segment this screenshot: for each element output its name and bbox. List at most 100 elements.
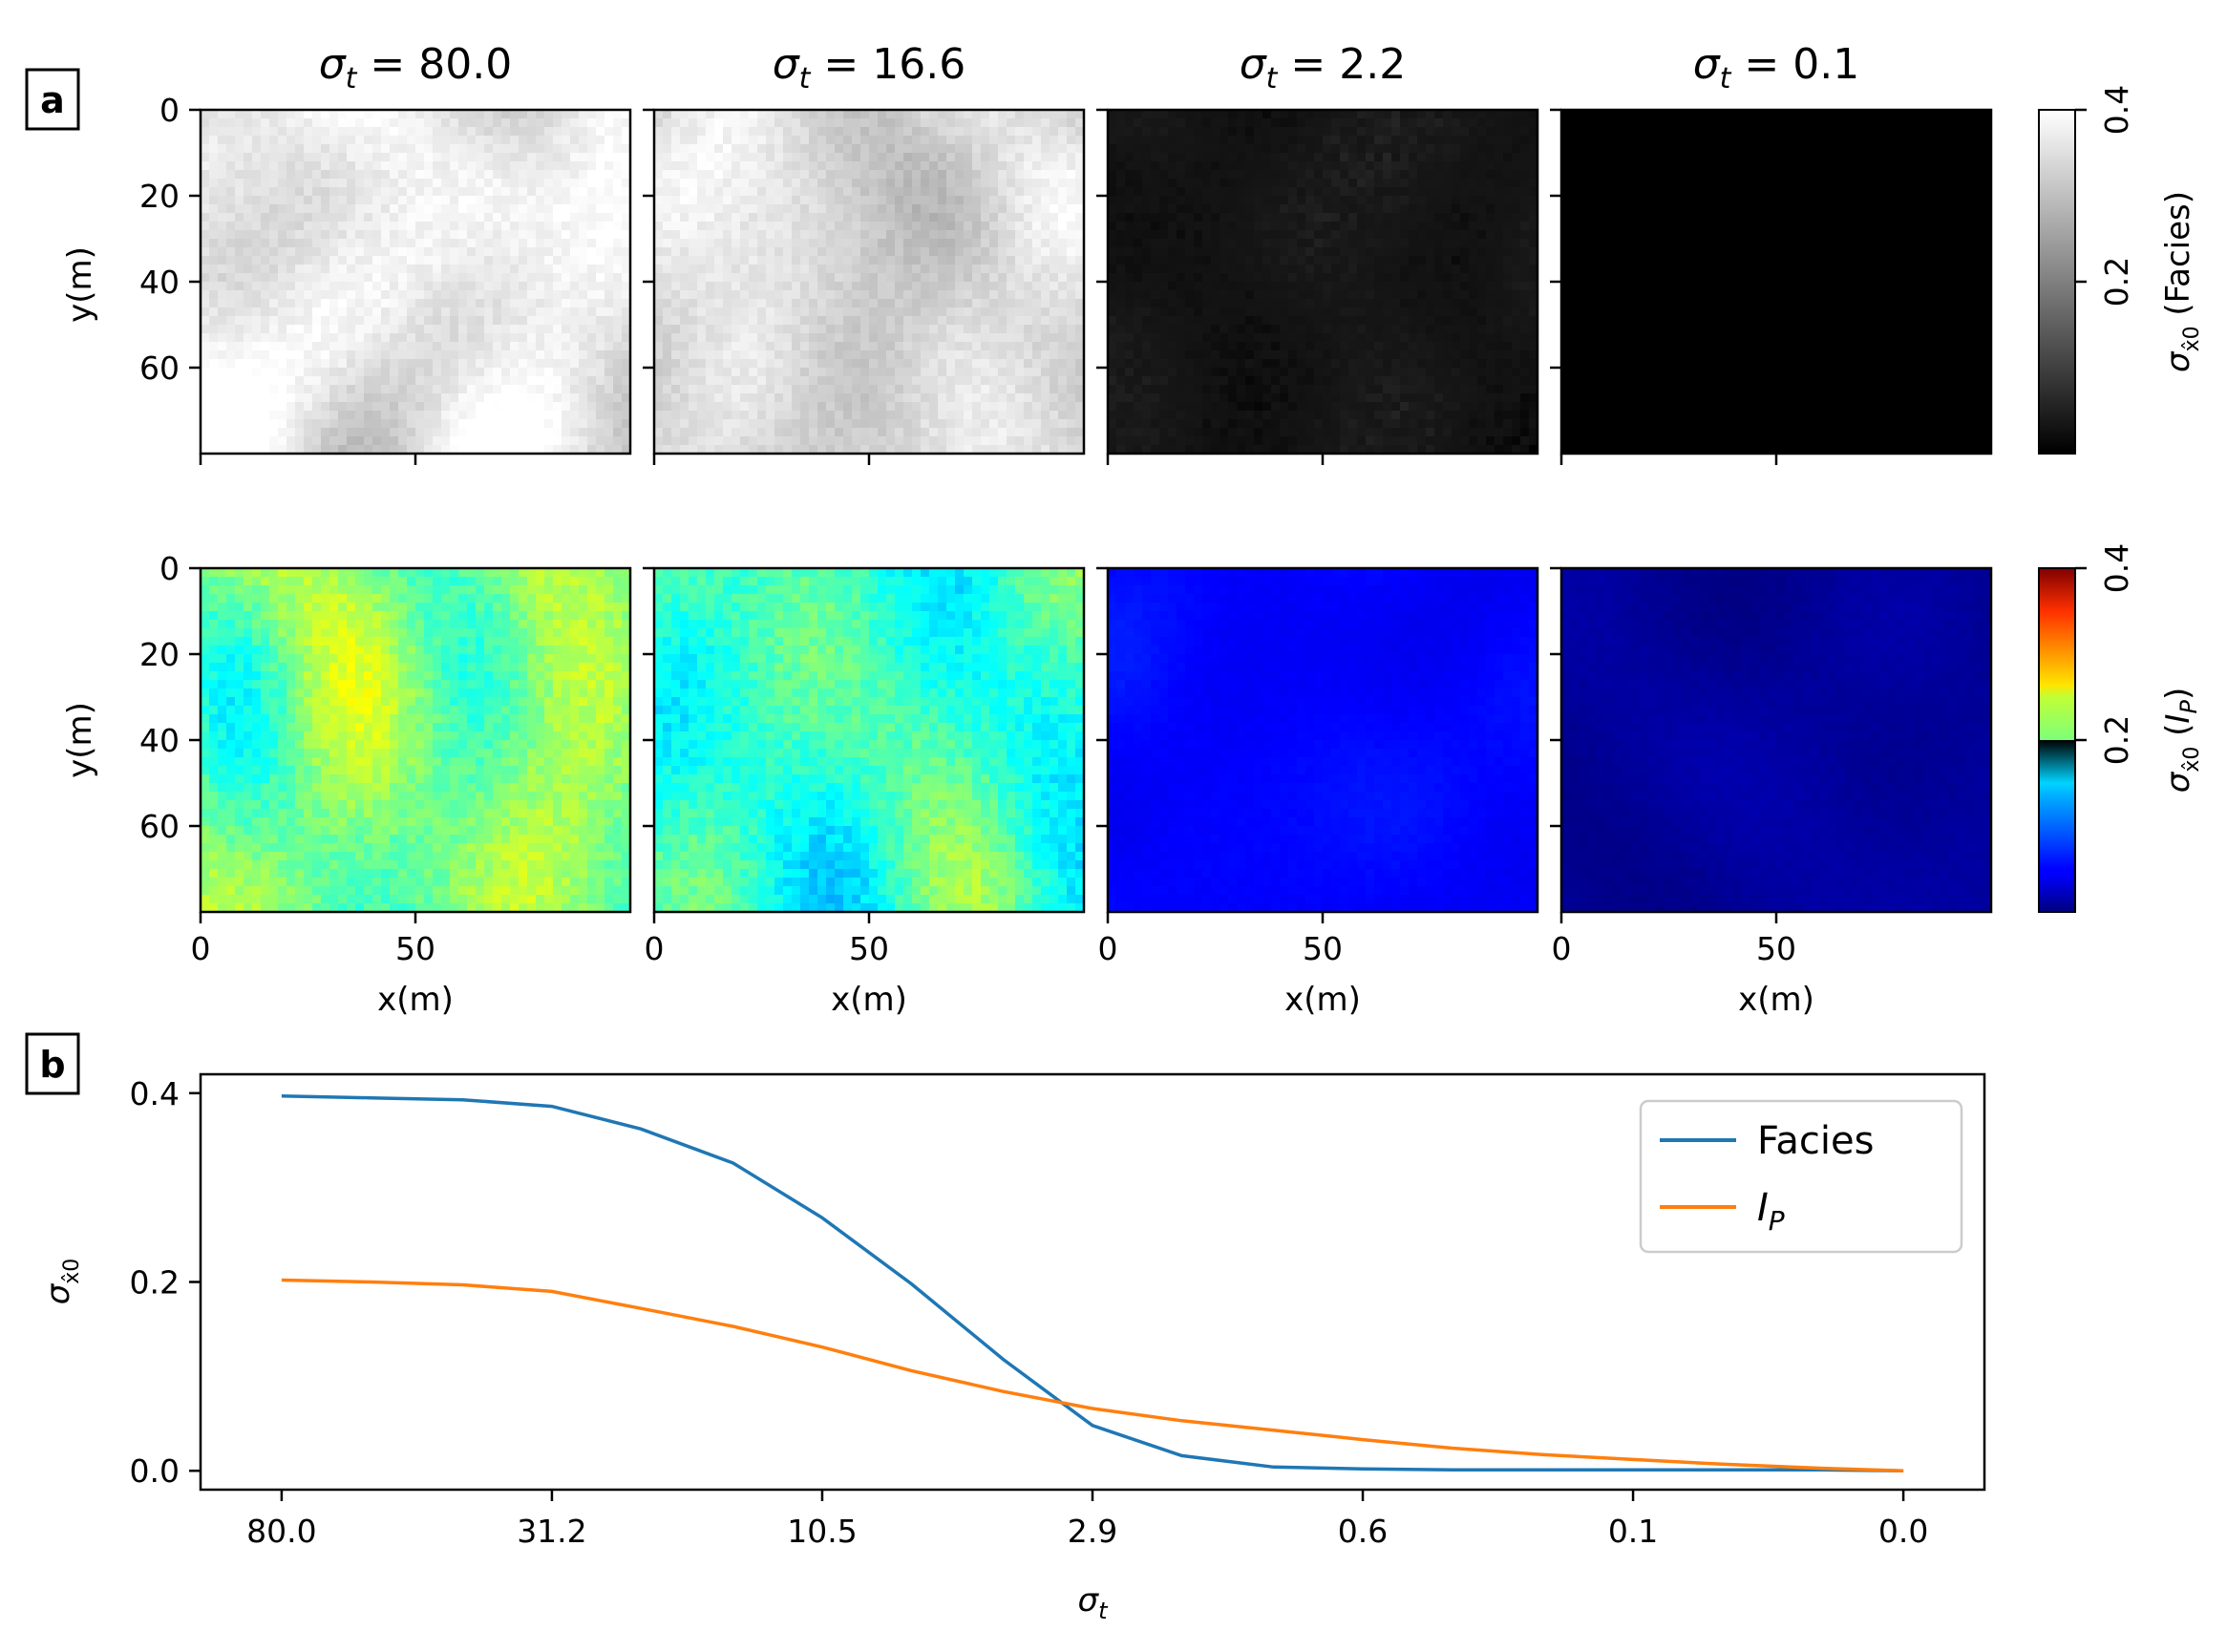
heatmap-cell [697,239,707,248]
heatmap-cell [774,436,784,446]
heatmap-cell [484,428,494,437]
heatmap-cell [390,265,399,274]
heatmap-cell [1211,213,1220,222]
heatmap-cell [946,307,956,317]
heatmap-cell [989,247,999,257]
heatmap-cell [269,333,279,343]
heatmap-cell [1108,230,1117,240]
heatmap-cell [1032,385,1042,394]
heatmap-cell [757,325,767,334]
heatmap-cell [792,419,801,429]
heatmap-cell [972,436,982,446]
heatmap-cell [1254,144,1263,154]
heatmap-cell [792,359,801,369]
heatmap-cell [1185,170,1195,180]
heatmap-cell [697,196,707,205]
heatmap-cell [209,213,219,222]
heatmap-cell [261,273,270,283]
heatmap-cell [501,247,511,257]
heatmap-cell [964,411,973,420]
heatmap-cell [372,239,382,248]
heatmap-cell [680,342,689,351]
heatmap-cell [355,385,365,394]
heatmap-cell [544,299,554,308]
heatmap-cell [390,187,399,197]
heatmap-cell [663,239,672,248]
heatmap-cell [261,110,270,119]
heatmap-cell [544,222,554,231]
heatmap-cell [407,428,416,437]
heatmap-cell [989,299,999,308]
heatmap-cell [1245,273,1255,283]
heatmap-cell [381,325,391,334]
heatmap-cell [955,290,965,300]
heatmap-cell [706,342,715,351]
heatmap-cell [553,222,562,231]
heatmap-cell [553,436,562,446]
heatmap-cell [501,307,511,317]
heatmap-cell [1400,110,1410,119]
heatmap-cell [519,136,528,145]
heatmap-cell [201,333,210,343]
heatmap-cell [424,290,434,300]
heatmap-cell [878,213,887,222]
heatmap-cell [1288,256,1298,265]
heatmap-cell [955,316,965,326]
heatmap-cell [450,419,459,429]
heatmap-cell [972,333,982,343]
heatmap-cell [1151,196,1160,205]
heatmap-cell [1168,213,1177,222]
heatmap-cell [1434,136,1444,145]
heatmap-cell [938,325,947,334]
heatmap-cell [1400,256,1410,265]
heatmap-cell [570,402,580,412]
heatmap-cell [1305,196,1315,205]
heatmap-cell [680,445,689,455]
heatmap-cell [261,161,270,171]
heatmap-cell [1075,256,1085,265]
heatmap-cell [732,325,741,334]
heatmap-cell [372,282,382,291]
heatmap-cell [261,402,270,412]
heatmap-cell [1374,127,1384,137]
heatmap-cell [964,333,973,343]
heatmap-cell [364,256,373,265]
heatmap-cell [226,179,236,188]
heatmap-cell [1469,144,1478,154]
heatmap-cell [484,118,494,128]
heatmap-cell [218,230,227,240]
heatmap-cell [732,273,741,283]
heatmap-cell [1015,402,1025,412]
heatmap-cell [553,359,562,369]
heatmap-cell [929,393,939,403]
heatmap-cell [766,179,775,188]
heatmap-cell [218,333,227,343]
heatmap-cell [886,307,896,317]
heatmap-cell [671,342,681,351]
heatmap-cell [1486,144,1495,154]
heatmap-cell [826,247,836,257]
heatmap-cell [1340,118,1349,128]
heatmap-cell [312,256,322,265]
heatmap-cell [671,161,681,171]
heatmap-cell [869,239,879,248]
heatmap-cell [364,127,373,137]
heatmap-cell [1512,239,1521,248]
heatmap-cell [912,196,922,205]
heatmap-cell [347,333,356,343]
heatmap-cell [800,290,810,300]
heatmap-cell [1032,307,1042,317]
heatmap-cell [1512,136,1521,145]
heatmap-cell [1314,230,1324,240]
heatmap-cell [740,325,750,334]
heatmap-cell [912,170,922,180]
heatmap-cell [261,127,270,137]
heatmap-cell [946,350,956,360]
heatmap-cell [329,385,339,394]
heatmap-cell [783,118,793,128]
heatmap-cell [364,342,373,351]
heatmap-cell [817,153,827,162]
heatmap-cell [1041,350,1050,360]
heatmap-cell [757,333,767,343]
heatmap-cell [1007,342,1016,351]
